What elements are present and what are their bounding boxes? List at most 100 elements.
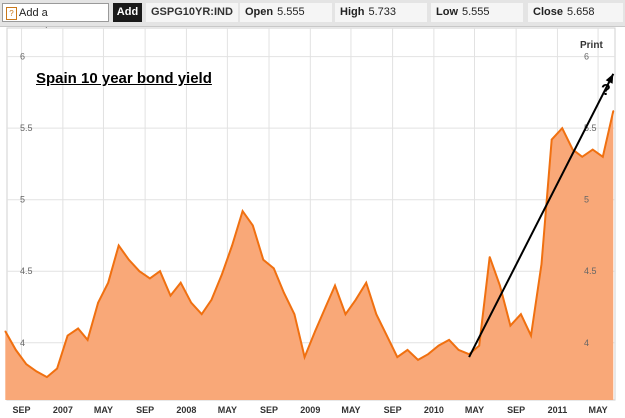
data-point [86, 339, 89, 341]
data-point [365, 281, 367, 284]
yield-area [5, 111, 614, 400]
data-point [437, 344, 440, 347]
y-tick-label-left: 4 [20, 338, 25, 348]
data-point [581, 155, 583, 158]
data-point [561, 127, 563, 129]
y-tick-label-right: 5.5 [584, 123, 597, 133]
y-tick-label-right: 4 [584, 338, 589, 348]
data-point [314, 330, 316, 333]
y-tick-label-right: 5 [584, 195, 589, 205]
open-value: 5.555 [277, 6, 305, 18]
y-tick-label-left: 5.5 [20, 123, 33, 133]
data-point [354, 299, 357, 301]
data-point [251, 224, 254, 227]
data-point [417, 359, 419, 361]
data-point [4, 330, 7, 333]
y-tick-label-right: 4.5 [584, 266, 597, 276]
data-point [200, 313, 203, 315]
data-point [159, 270, 161, 273]
data-point [396, 356, 399, 358]
data-point [448, 339, 450, 341]
data-point [15, 349, 17, 351]
x-tick-label: MAY [94, 405, 113, 415]
y-tick-label-left: 6 [20, 52, 25, 62]
data-point [25, 363, 28, 366]
chart-title: Spain 10 year bond yield [36, 70, 212, 87]
data-point [190, 301, 192, 304]
x-tick-label: SEP [136, 405, 154, 415]
low-value: 5.555 [462, 6, 490, 18]
data-point [221, 273, 223, 275]
data-point [612, 110, 615, 112]
x-tick-label: 2010 [424, 405, 444, 415]
data-point [179, 281, 182, 284]
high-label: High [340, 6, 365, 18]
x-tick-label: SEP [384, 405, 402, 415]
data-point [324, 306, 327, 308]
help-icon[interactable]: ? [6, 6, 17, 20]
x-tick-label: MAY [588, 405, 607, 415]
data-point [169, 294, 172, 297]
data-point [375, 313, 378, 315]
print-link[interactable]: Print [580, 40, 603, 51]
data-point [591, 148, 594, 151]
data-point [478, 344, 481, 347]
data-point [272, 267, 275, 270]
x-tick-label: SEP [260, 405, 278, 415]
data-point [35, 370, 38, 373]
open-label: Open [245, 6, 274, 18]
data-point [406, 349, 409, 351]
data-point [602, 155, 604, 158]
data-point [520, 313, 522, 315]
data-point [344, 313, 347, 315]
y-tick-label-left: 5 [20, 195, 25, 205]
data-point [241, 210, 244, 212]
x-tick-label: SEP [13, 405, 31, 415]
data-point [427, 353, 429, 356]
data-point [97, 301, 99, 304]
data-point [210, 299, 213, 301]
low-label: Low [436, 6, 458, 18]
data-point [293, 313, 296, 315]
data-point [231, 244, 233, 247]
x-tick-label: MAY [465, 405, 484, 415]
data-point [262, 258, 265, 261]
data-point [530, 334, 532, 337]
yield-line [4, 110, 615, 379]
y-tick-label-left: 4.5 [20, 266, 33, 276]
data-point [571, 148, 574, 151]
data-point [107, 281, 110, 284]
y-tick-label-right: 6 [584, 52, 589, 62]
x-tick-label: SEP [507, 405, 525, 415]
x-tick-label: 2008 [176, 405, 196, 415]
data-point [540, 263, 543, 265]
x-tick-label: MAY [218, 405, 237, 415]
x-tick-label: 2009 [300, 405, 320, 415]
add-button[interactable]: Add [113, 3, 142, 22]
ticker-symbol: GSPG10YR:IND [146, 3, 238, 22]
trend-arrow-head [605, 73, 614, 84]
trend-arrow [468, 73, 615, 358]
data-point [46, 376, 48, 378]
data-point [509, 324, 512, 327]
annotation-question-mark: ? [601, 82, 611, 99]
close-label: Close [533, 6, 563, 18]
x-tick-label: 2007 [53, 405, 73, 415]
data-point [66, 334, 69, 337]
data-point [77, 327, 79, 330]
high-stat: High 5.733 [335, 3, 427, 22]
data-point [56, 367, 58, 370]
data-point [488, 256, 491, 258]
data-point [149, 277, 151, 280]
data-point [138, 270, 141, 273]
data-point [128, 258, 130, 261]
data-point [303, 356, 306, 358]
low-stat: Low 5.555 [431, 3, 523, 22]
data-point [117, 244, 120, 247]
x-tick-label: 2011 [548, 405, 568, 415]
data-point [334, 284, 336, 287]
close-value: 5.658 [566, 6, 595, 18]
open-stat: Open 5.555 [240, 3, 332, 22]
data-point [499, 284, 501, 287]
